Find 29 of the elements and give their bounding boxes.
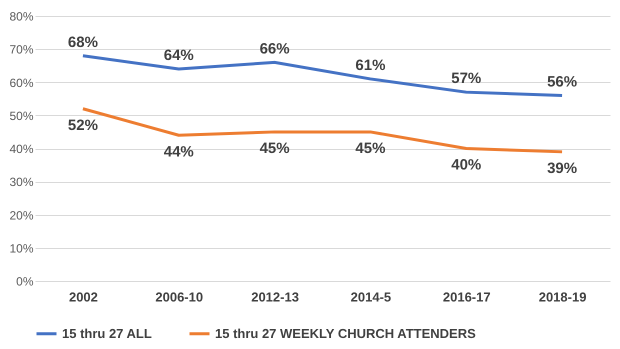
x-tick-label: 2002 <box>68 290 98 304</box>
x-tick-label: 2012-13 <box>251 290 299 304</box>
x-tick-label: 2016-17 <box>442 290 491 304</box>
data-label: 39% <box>547 160 578 177</box>
data-label: 68% <box>68 34 98 51</box>
y-tick-label: 50% <box>9 108 34 123</box>
data-label: 57% <box>451 70 482 88</box>
data-label: 52% <box>68 116 98 134</box>
y-tick-label: 0% <box>16 274 34 288</box>
legend-label: 15 thru 27 ALL <box>62 326 152 341</box>
y-tick-label: 10% <box>9 241 34 256</box>
data-label: 64% <box>164 47 194 64</box>
data-label: 61% <box>355 56 386 74</box>
data-label: 45% <box>260 140 290 157</box>
data-label: 44% <box>164 143 194 160</box>
x-tick-label: 2014-5 <box>350 290 392 304</box>
y-tick-label: 20% <box>9 208 34 222</box>
y-tick-label: 80% <box>9 10 34 24</box>
y-tick-label: 70% <box>9 42 34 57</box>
data-label: 66% <box>260 40 290 58</box>
y-tick-label: 60% <box>9 76 34 90</box>
data-label: 56% <box>547 74 578 90</box>
y-tick-label: 30% <box>9 175 34 190</box>
data-label: 45% <box>355 140 386 157</box>
legend-label: 15 thru 27 WEEKLY CHURCH ATTENDERS <box>215 326 476 341</box>
data-label: 40% <box>451 156 482 174</box>
x-tick-label: 2018-19 <box>538 290 586 304</box>
x-tick-label: 2006-10 <box>155 290 204 304</box>
y-tick-label: 40% <box>9 142 34 156</box>
